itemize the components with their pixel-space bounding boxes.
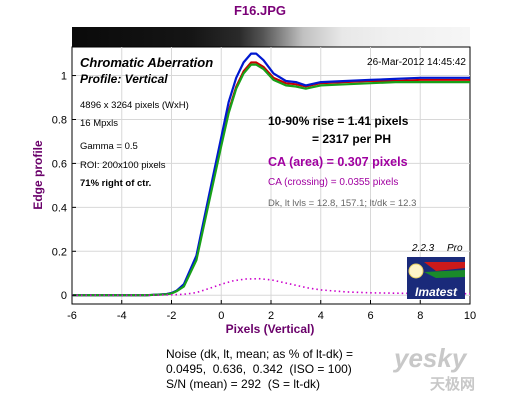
x-tick-label: 8 — [417, 310, 423, 322]
per-ph-value: = 2317 per PH — [312, 132, 391, 146]
chart-subtitle: Profile: Vertical — [80, 72, 168, 86]
y-tick-label: 0.8 — [52, 114, 67, 126]
y-tick-label: 0.2 — [52, 246, 67, 258]
noise-stats: Noise (dk, lt, mean; as % of lt-dk) = 0.… — [166, 347, 353, 392]
watermark-brand: yesky — [392, 343, 468, 373]
grid-layer — [72, 47, 470, 304]
noise-line-2: 0.0495, 0.636, 0.342 (ISO = 100) — [166, 362, 352, 376]
info-megapixels: 16 Mpxls — [80, 118, 118, 129]
page-title: F16.JPG — [233, 3, 287, 18]
x-tick-label: 0 — [218, 310, 224, 322]
y-axis-label: Edge profile — [31, 140, 45, 210]
levels-value: Dk, lt lvls = 12.8, 157.1; lt/dk = 12.3 — [268, 198, 416, 209]
chart-title: Chromatic Aberration — [80, 55, 213, 70]
series-layer — [72, 52, 470, 297]
x-tick-label: 4 — [318, 310, 324, 322]
y-tick-label: 0.6 — [52, 158, 67, 170]
noise-line-3: S/N (mean) = 292 (S = lt-dk) — [166, 377, 321, 391]
x-tick-label: -6 — [67, 310, 77, 322]
y-tick-label: 0.4 — [52, 202, 67, 214]
imatest-wordmark: Imatest — [415, 285, 458, 299]
ca-crossing-value: CA (crossing) = 0.0355 pixels — [268, 177, 398, 188]
watermark-sub: 天极网 — [430, 375, 475, 393]
ca-area-value: CA (area) = 0.307 pixels — [268, 155, 408, 169]
watermark-logo: yesky 天极网 — [392, 343, 475, 393]
y-tick-label: 1 — [61, 71, 67, 83]
x-tick-label: -4 — [117, 310, 127, 322]
x-tick-label: 10 — [464, 310, 476, 322]
rise-value: 10-90% rise = 1.41 pixels — [268, 114, 409, 128]
version-number: 2.2.3 — [411, 243, 435, 254]
info-dimensions: 4896 x 3264 pixels (WxH) — [80, 100, 189, 111]
x-axis-label: Pixels (Vertical) — [226, 322, 315, 336]
tick-layer: -6 -4 -2 0 2 4 6 8 10 0 0.2 0.4 0.6 0.8 1 — [52, 71, 476, 322]
info-roi: ROI: 200x100 pixels — [80, 160, 166, 171]
x-tick-label: 2 — [268, 310, 274, 322]
x-tick-label: -2 — [167, 310, 177, 322]
x-tick-label: 6 — [367, 310, 373, 322]
info-gamma: Gamma = 0.5 — [80, 141, 138, 152]
series-line-green — [72, 63, 470, 297]
chart-date: 26-Mar-2012 14:45:42 — [367, 57, 466, 68]
noise-line-1: Noise (dk, lt, mean; as % of lt-dk) = — [166, 347, 354, 361]
edge-gradient-strip — [72, 27, 470, 47]
imatest-logo: Imatest — [407, 257, 465, 299]
y-tick-label: 0 — [61, 290, 67, 302]
version-edition: Pro — [447, 243, 463, 254]
info-position: 71% right of ctr. — [80, 178, 151, 189]
